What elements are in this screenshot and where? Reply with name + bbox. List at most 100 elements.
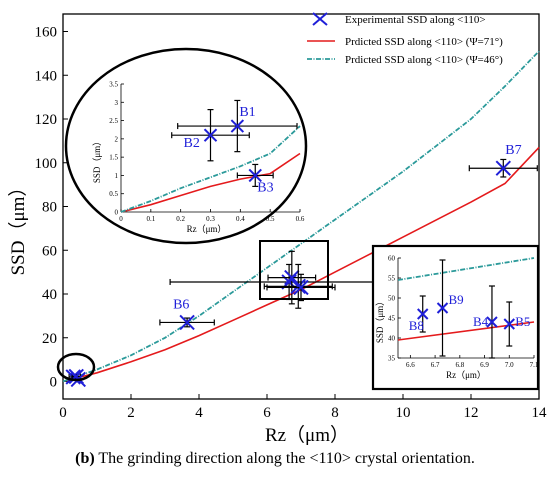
inset-ellipse-frame bbox=[64, 47, 308, 245]
inset-data-point bbox=[236, 163, 274, 187]
x-marker-stroke bbox=[503, 318, 515, 330]
inset-line-psi46 bbox=[120, 125, 301, 213]
y-tick-label: 100 bbox=[35, 156, 58, 172]
origin-highlight-ellipse bbox=[56, 352, 96, 382]
inset-x-tick-label: 0.2 bbox=[176, 215, 185, 223]
chart-svg: 0 2 4 6 8 10 12 14020406080100120140160Rz（μm）SS… bbox=[7, 12, 548, 446]
legend-entry: Experimental SSD along <110> bbox=[345, 14, 486, 26]
x-marker-stroke bbox=[293, 279, 309, 296]
inset-y-tick-label: 3 bbox=[115, 99, 119, 107]
x-tick-label: 14 bbox=[532, 405, 548, 421]
x-tick-label: 12 bbox=[464, 405, 479, 421]
x-tick-label: 0 bbox=[59, 405, 67, 421]
y-tick-label: 40 bbox=[42, 287, 57, 303]
inset-box-point-label: B5 bbox=[515, 314, 530, 329]
legend-entry: Prdicted SSD along <110> (Ψ=71°) bbox=[345, 36, 503, 48]
inset-ellipse: 0 0.1 0.2 0.3 0.4 0.5 0.6 0 0.5 1 1.5 2 2.5 3 3.5 Rz（μm… bbox=[64, 47, 308, 245]
x-marker-stroke bbox=[486, 316, 498, 328]
inset-y-tick-label: 1.5 bbox=[109, 154, 118, 162]
inset-data-point bbox=[171, 108, 250, 162]
x-tick-label: 2 bbox=[127, 405, 135, 421]
figure-caption: (b) The grinding direction along the <11… bbox=[0, 450, 550, 468]
inset-x-tick-label: 0.3 bbox=[206, 215, 215, 223]
inset-box-y-tick-label: 40 bbox=[388, 335, 396, 343]
y-tick-label: 20 bbox=[42, 331, 57, 347]
x-marker-stroke bbox=[248, 168, 262, 183]
inset-y-tick-label: 0.5 bbox=[109, 190, 118, 198]
y-tick-label: 120 bbox=[35, 112, 58, 128]
series-line-psi46 bbox=[62, 50, 540, 383]
data-point bbox=[468, 158, 538, 178]
inset-box-y-tick-label: 55 bbox=[388, 275, 396, 283]
y-tick-label: 60 bbox=[42, 243, 57, 259]
x-marker-stroke bbox=[203, 128, 218, 142]
x-tick-label: 4 bbox=[195, 405, 203, 421]
inset-line-psi71 bbox=[120, 152, 301, 213]
zoom-highlight-box bbox=[259, 240, 329, 300]
x-marker-stroke bbox=[179, 314, 195, 331]
inset-box-x-tick-label: 7.0 bbox=[505, 361, 514, 369]
inset-box-y-tick-label: 45 bbox=[388, 315, 396, 323]
inset-y-tick-label: 0 bbox=[115, 209, 119, 217]
x-marker-stroke bbox=[290, 278, 306, 295]
inset-point-label: B2 bbox=[184, 136, 200, 151]
inset-y-tick-label: 2.5 bbox=[109, 117, 118, 125]
inset-x-tick-label: 0.5 bbox=[266, 215, 275, 223]
caption-label: (b) bbox=[75, 450, 95, 467]
inset-y-tick-label: 2 bbox=[115, 135, 119, 143]
inset-box-data-point bbox=[417, 295, 429, 333]
inset-x-tick-label: 0 bbox=[119, 215, 123, 223]
inset-box-point-label: B4 bbox=[473, 314, 489, 329]
legend: Experimental SSD along <110> Prdicted SSD… bbox=[307, 12, 503, 66]
x-tick-label: 10 bbox=[396, 405, 411, 421]
inset-box-x-tick-label: 7.1 bbox=[530, 361, 539, 369]
inset-box-x-tick-label: 6.6 bbox=[406, 361, 415, 369]
point-label: B7 bbox=[505, 143, 521, 158]
inset-point-label: B3 bbox=[257, 180, 273, 195]
data-point bbox=[267, 250, 317, 305]
inset-box-data-point bbox=[503, 301, 515, 347]
x-tick-label: 8 bbox=[331, 405, 339, 421]
data-point bbox=[159, 314, 215, 331]
inset-y-axis-label: SSD（μm） bbox=[92, 137, 102, 183]
y-tick-label: 80 bbox=[42, 200, 57, 216]
x-tick-label: 6 bbox=[263, 405, 271, 421]
data-point bbox=[266, 273, 336, 302]
x-marker-stroke bbox=[495, 160, 512, 176]
legend-marker-stroke bbox=[312, 12, 328, 26]
y-axis-label: SSD（μm） bbox=[7, 178, 29, 276]
inset-box-data-point bbox=[436, 259, 449, 357]
inset-data-point bbox=[177, 99, 298, 153]
inset-box-point-label: B8 bbox=[409, 318, 424, 333]
inset-x-tick-label: 0.6 bbox=[296, 215, 305, 223]
inset-point-label: B1 bbox=[239, 105, 255, 120]
inset-box-x-tick-label: 6.8 bbox=[455, 361, 464, 369]
inset-box-y-tick-label: 50 bbox=[388, 295, 396, 303]
inset-box-y-tick-label: 35 bbox=[388, 355, 396, 363]
inset-x-tick-label: 0.4 bbox=[236, 215, 245, 223]
inset-box-x-tick-label: 6.9 bbox=[480, 361, 489, 369]
inset-y-tick-label: 1 bbox=[115, 172, 119, 180]
inset-box-y-axis-label: SSD（μm） bbox=[375, 297, 385, 343]
inset-box-x-axis-label: Rz（μm） bbox=[446, 370, 486, 380]
legend-entry: Prdicted SSD along <110> (Ψ=46°) bbox=[345, 54, 503, 66]
inset-box: 6.6 6.7 6.8 6.9 7.0 7.1 35 40 45 50 55 60 Rz（μm） SSD（… bbox=[371, 244, 540, 391]
inset-x-tick-label: 0.1 bbox=[146, 215, 155, 223]
y-tick-label: 0 bbox=[50, 375, 58, 391]
x-marker-stroke bbox=[284, 269, 300, 286]
x-marker-stroke bbox=[436, 302, 449, 314]
inset-y-tick-label: 3.5 bbox=[109, 81, 118, 89]
inset-box-x-tick-label: 6.7 bbox=[431, 361, 440, 369]
inset-box-data-point bbox=[486, 285, 498, 359]
x-marker-stroke bbox=[417, 308, 429, 320]
x-marker-stroke bbox=[230, 119, 245, 133]
inset-x-axis-label: Rz（μm） bbox=[187, 224, 227, 234]
inset-box-y-tick-label: 60 bbox=[388, 255, 396, 263]
y-tick-label: 160 bbox=[35, 25, 58, 41]
inset-box-point-label: B9 bbox=[449, 292, 464, 307]
x-axis-label: Rz（μm） bbox=[265, 424, 349, 446]
caption-text: The grinding direction along the <110> c… bbox=[98, 450, 475, 467]
point-label: B6 bbox=[173, 297, 189, 312]
y-tick-label: 140 bbox=[35, 68, 58, 84]
